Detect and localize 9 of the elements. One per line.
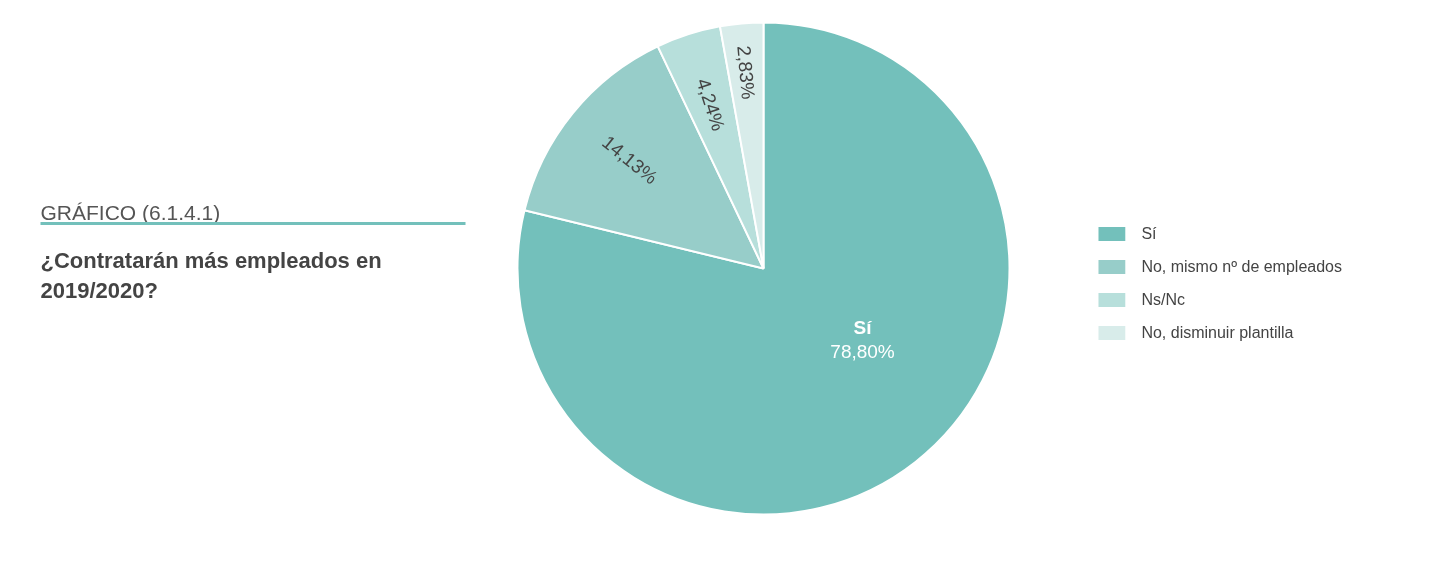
legend-label: Ns/Nc xyxy=(1141,290,1185,309)
text: ¿Contratarán más empleados en 2019/2020? xyxy=(40,248,382,303)
legend-label: No, disminuir plantilla xyxy=(1141,323,1294,342)
data-label: 2,83% xyxy=(733,44,759,101)
legend-label: Sí xyxy=(1141,224,1158,243)
data-label: Sí 78,80% xyxy=(830,316,895,362)
data-label: 4,24% xyxy=(692,75,730,134)
legend-label: No, mismo nº de empleados xyxy=(1141,257,1342,276)
text: GRÁFICO (6.1.4.1) xyxy=(40,201,221,224)
